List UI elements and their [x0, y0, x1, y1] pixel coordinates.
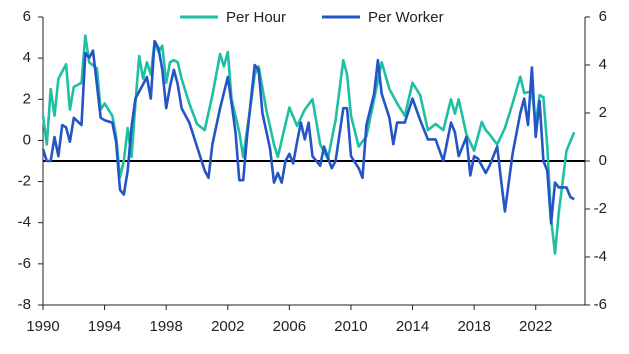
y-tick-label: 2 [23, 90, 31, 107]
legend-label: Per Hour [226, 9, 286, 26]
x-tick-label: 2014 [396, 318, 429, 335]
series-line [41, 34, 576, 255]
x-tick-label: 2022 [519, 318, 552, 335]
y-tick-label: -4 [18, 214, 31, 231]
legend-label: Per Worker [368, 9, 444, 26]
x-tick-label: 1990 [26, 318, 59, 335]
x-tick-label: 2006 [273, 318, 306, 335]
y2-tick-label: -4 [594, 248, 607, 265]
y-tick-label: -6 [18, 255, 31, 272]
x-tick-label: 1994 [88, 318, 121, 335]
y2-tick-label: 2 [599, 104, 607, 121]
x-tick-label: 2018 [457, 318, 490, 335]
y2-tick-label: 0 [599, 152, 607, 169]
x-tick-label: 2002 [211, 318, 244, 335]
y-tick-label: -2 [18, 173, 31, 190]
y2-tick-label: -2 [594, 200, 607, 217]
y-tick-label: 6 [23, 8, 31, 25]
y-tick-label: 0 [23, 131, 31, 148]
y2-tick-label: 6 [599, 8, 607, 25]
series-line [41, 39, 575, 225]
y-tick-label: -8 [18, 296, 31, 313]
y2-tick-label: -6 [594, 296, 607, 313]
y2-tick-label: 4 [599, 56, 607, 73]
y-tick-label: 4 [23, 49, 31, 66]
x-tick-label: 2010 [334, 318, 367, 335]
x-tick-label: 1998 [149, 318, 182, 335]
